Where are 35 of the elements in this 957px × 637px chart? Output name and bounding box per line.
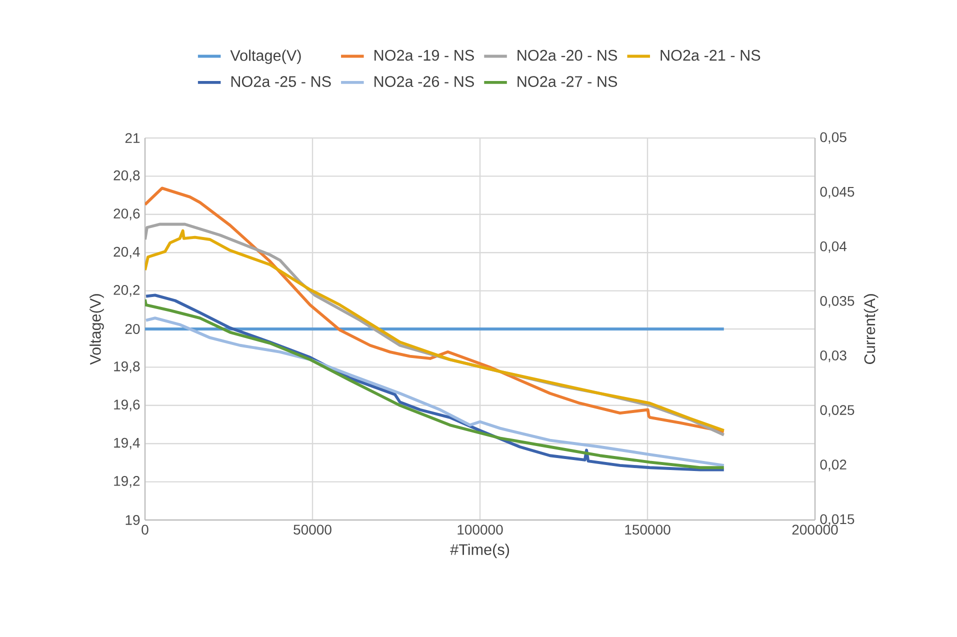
x-tick-label: 100000 <box>458 524 503 535</box>
y-tick-label: 21 <box>125 133 140 143</box>
y2-tick-label: 0,015 <box>820 514 854 526</box>
line-series <box>145 186 726 434</box>
y-tick-label: 19,8 <box>114 361 140 373</box>
legend-label: Voltage(V) <box>230 50 301 64</box>
y2-tick-label: 0,045 <box>820 186 854 198</box>
y2-tick-label: 0,025 <box>820 405 854 417</box>
legend-label: NO2a -27 - NS <box>518 76 618 87</box>
y-tick-label: 20,8 <box>114 170 140 182</box>
y-tick-label: 19,4 <box>114 438 140 450</box>
x-tick-label: 150000 <box>625 524 670 535</box>
y-tick-label: 20,6 <box>114 208 140 220</box>
y2-tick-label: 0,03 <box>820 350 846 362</box>
y-tick-label: 20,2 <box>114 285 140 297</box>
y2-tick-label: 0,02 <box>820 460 846 472</box>
x-tick-label: 50000 <box>294 524 332 535</box>
y-tick-label: 20,4 <box>114 246 140 258</box>
legend-label: NO2a -25 - NS <box>231 76 331 87</box>
y-tick-label: 19,6 <box>114 400 140 412</box>
y-tick-label: 19 <box>126 515 140 525</box>
legend-label: NO2a -19 - NS <box>374 50 474 61</box>
x-tick-label: 200000 <box>792 524 838 535</box>
x-axis-title: #Time(s) <box>450 544 510 558</box>
y2-axis-title: Current(A) <box>864 294 878 364</box>
legend-label: NO2a -21 - NS <box>660 50 760 61</box>
legend-label: NO2a -26 - NS <box>374 76 474 87</box>
x-tick-label: 0 <box>142 524 148 535</box>
y-axis-title: Voltage(V) <box>90 294 104 365</box>
y2-tick-label: 0,05 <box>820 132 846 144</box>
y-tick-label: 20 <box>125 324 140 334</box>
legend-label: NO2a -20 - NS <box>518 50 618 61</box>
y-tick-label: 19,2 <box>114 476 140 488</box>
y2-tick-label: 0,04 <box>820 241 847 253</box>
y2-tick-label: 0,035 <box>820 296 854 308</box>
